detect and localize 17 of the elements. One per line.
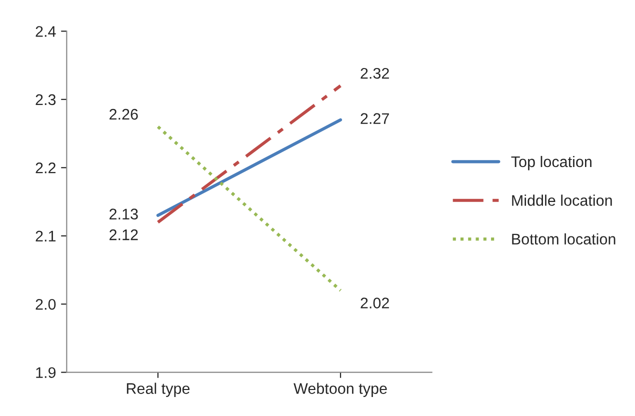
legend-label: Bottom location: [512, 233, 616, 245]
data-label: 2.26: [110, 108, 138, 120]
y-tick-label: 2.2: [36, 162, 56, 174]
y-tick-label: 2.0: [36, 298, 56, 310]
y-tick-label: 2.3: [36, 94, 56, 106]
data-label: 2.02: [360, 298, 389, 308]
data-label: 2.27: [360, 113, 389, 124]
data-label: 2.13: [110, 208, 138, 220]
y-tick-label: 2.1: [36, 230, 56, 242]
data-label: 2.32: [360, 68, 389, 79]
y-tick-label: 1.9: [36, 367, 56, 378]
data-label: 2.12: [110, 229, 138, 240]
legend-label: Top location: [511, 156, 592, 170]
x-tick-label: Real type: [126, 382, 190, 397]
x-tick-label: Webtoon type: [294, 382, 387, 397]
legend-label: Middle location: [512, 194, 612, 206]
y-tick-label: 2.4: [36, 26, 56, 37]
